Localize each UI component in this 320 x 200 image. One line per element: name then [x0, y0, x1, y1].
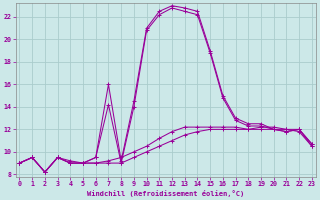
X-axis label: Windchill (Refroidissement éolien,°C): Windchill (Refroidissement éolien,°C) — [87, 190, 244, 197]
